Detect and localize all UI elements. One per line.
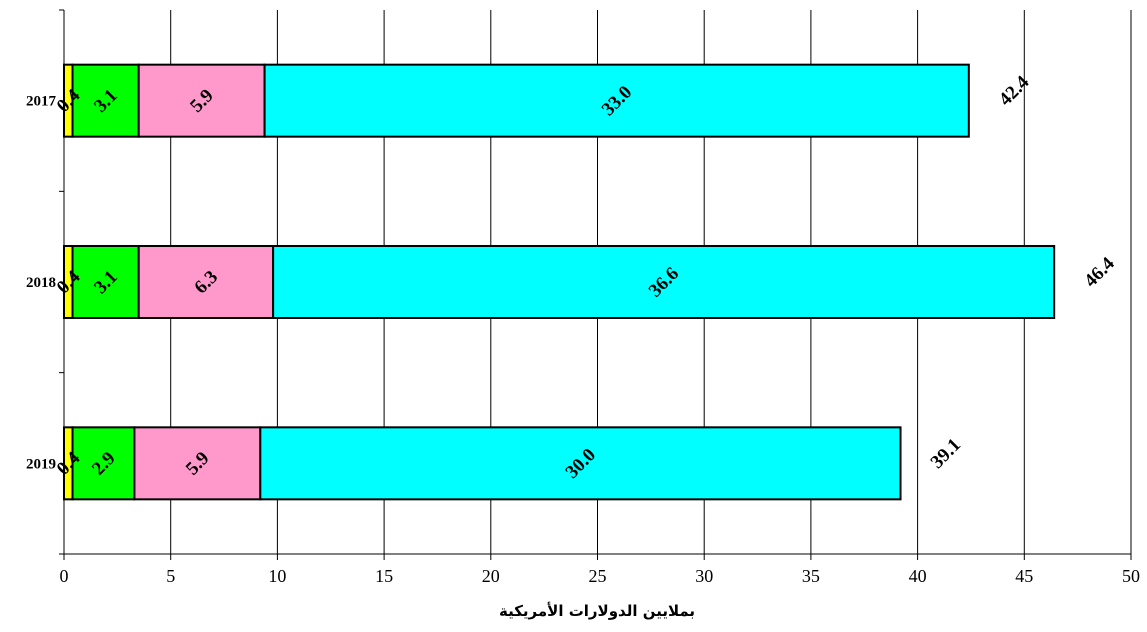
bar-segment bbox=[272, 245, 1056, 319]
x-tick-label: 15 bbox=[375, 566, 393, 586]
x-tick-label: 50 bbox=[1122, 566, 1140, 586]
axes: 0 5 10 15 20 25 30 35 40 45 50 2017 2018 2019 bbox=[26, 9, 1140, 586]
x-tick-label: 25 bbox=[589, 566, 607, 586]
x-tick-label: 35 bbox=[802, 566, 820, 586]
y-category-label: 2018 bbox=[26, 275, 56, 291]
bars bbox=[63, 63, 1056, 501]
bar-segment bbox=[259, 426, 902, 501]
bar-segment bbox=[71, 245, 140, 319]
y-category-label: 2017 bbox=[26, 94, 57, 110]
bar-segment bbox=[71, 426, 136, 501]
x-tick-label: 30 bbox=[695, 566, 713, 586]
bar-segment bbox=[263, 63, 970, 138]
y-category-label: 2019 bbox=[26, 456, 56, 472]
total-data-label: 46.4 bbox=[1080, 253, 1119, 292]
bar-segment bbox=[137, 63, 266, 138]
bar-segment bbox=[133, 426, 262, 501]
total-data-label: 42.4 bbox=[995, 71, 1034, 110]
x-tick-label: 45 bbox=[1015, 566, 1033, 586]
x-tick-label: 0 bbox=[60, 566, 69, 586]
x-tick-label: 20 bbox=[482, 566, 500, 586]
bar-segment bbox=[71, 63, 140, 138]
x-axis-title: بملايين الدولارات الأمريكية bbox=[499, 602, 695, 620]
total-data-label: 39.1 bbox=[927, 435, 965, 473]
x-tick-label: 5 bbox=[166, 566, 175, 586]
bar-segment bbox=[137, 245, 275, 319]
x-tick-label: 40 bbox=[909, 566, 927, 586]
x-tick-label: 10 bbox=[268, 566, 286, 586]
